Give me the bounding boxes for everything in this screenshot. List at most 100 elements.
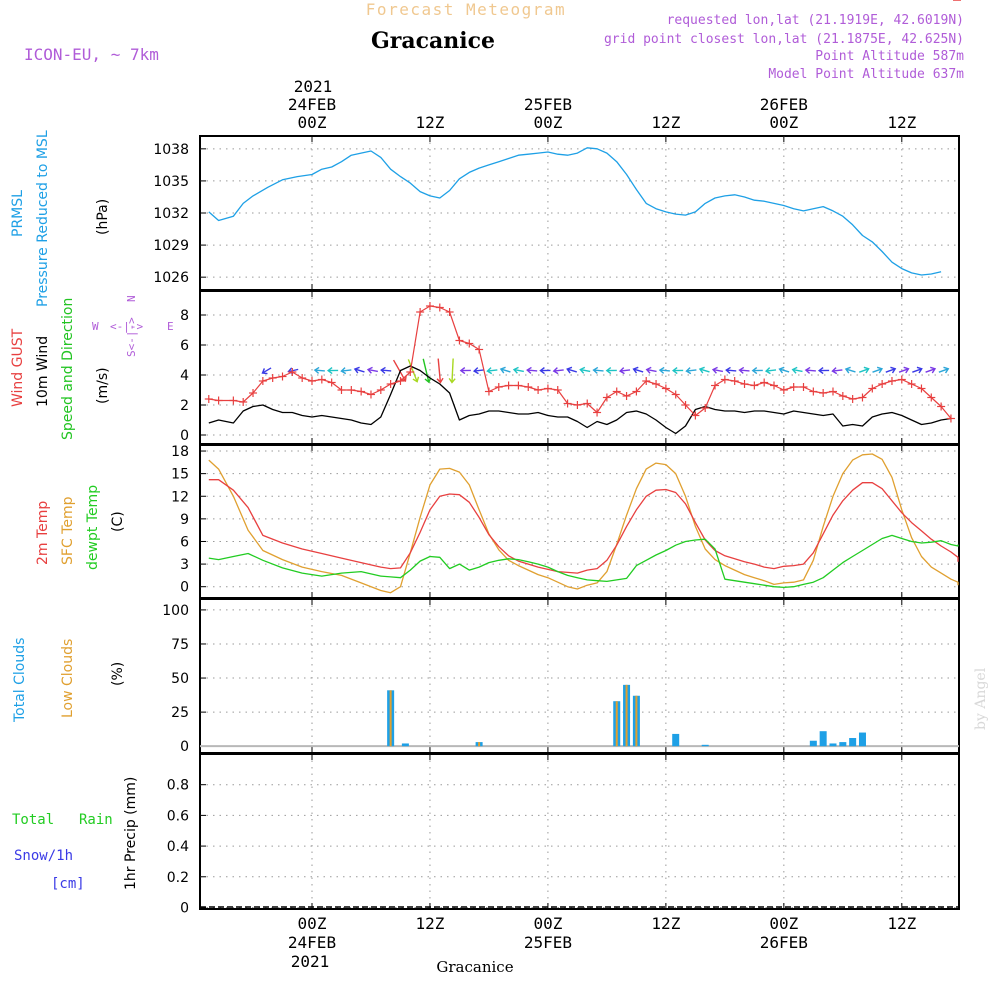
wind-arrow-shaft	[739, 369, 750, 372]
bottom-hour-label: 00Z	[533, 914, 562, 933]
chart-gridlines	[200, 136, 959, 909]
wind-arrow	[592, 366, 604, 374]
wind-arrow-shaft	[367, 368, 378, 373]
wind-gust-label: Wind GUST	[10, 328, 26, 407]
wind-arrow-shaft	[275, 370, 285, 371]
compass-ns: S<-|->	[125, 317, 138, 357]
wind-arrow-shaft	[288, 368, 299, 373]
low-cloud-bar	[625, 684, 628, 747]
wind-arrow-head	[658, 366, 665, 374]
wind-arrow	[885, 366, 897, 374]
wind-arrow-head	[876, 366, 884, 374]
wind-arrow-shaft	[912, 368, 922, 373]
compass-north: N	[125, 295, 138, 302]
location-title: Gracanice	[371, 28, 495, 54]
y-tick-label: 0.4	[167, 839, 189, 855]
wind-arrow	[353, 366, 365, 374]
wind-arrow-head	[275, 368, 280, 374]
y-tick-label: 0.2	[167, 870, 189, 886]
wind-arrow-head	[366, 366, 373, 374]
wind-arrow	[645, 366, 657, 374]
wind-arrow	[778, 366, 790, 374]
y-tick-label: 9	[180, 512, 189, 528]
wind-arrow	[499, 366, 511, 374]
wind-arrow-shaft	[513, 368, 524, 373]
bottom-hour-label: 12Z	[651, 914, 680, 933]
chart-title: Forecast Meteogram	[366, 0, 566, 19]
wind-arrow-head	[552, 367, 559, 375]
prmsl-label: PRMSL	[10, 190, 26, 237]
wind-arrow	[235, 366, 246, 375]
y-tick-label: 8	[180, 308, 189, 324]
wind-arrow-shaft	[354, 368, 365, 373]
bottom-year-label: 2021	[291, 952, 330, 971]
wind-arrow	[618, 367, 631, 375]
y-tick-label: 0.6	[167, 808, 189, 824]
wind-arrow-head	[486, 367, 493, 375]
y-tick-label: 25	[171, 705, 189, 721]
wind-arrow	[539, 366, 551, 375]
bottom-hour-label: 00Z	[298, 914, 327, 933]
compass-west: W	[92, 320, 99, 333]
series-line	[208, 365, 952, 435]
top-hour-label: 00Z	[533, 113, 562, 132]
wind-arrow-shaft	[407, 359, 418, 382]
wind-arrow-head	[353, 366, 360, 374]
wind-arrow	[407, 359, 420, 383]
y-tick-label: 15	[171, 467, 189, 483]
y-tick-label: 100	[162, 603, 189, 619]
wind-10m-label: 10m Wind	[35, 336, 51, 407]
y-tick-label: 6	[180, 534, 189, 550]
wind-arrow	[422, 358, 432, 384]
y-tick-label: 12	[171, 489, 189, 505]
total-cloud-bar	[839, 742, 847, 747]
wind-labels: Wind GUST 10m Wind Speed and Direction (…	[10, 295, 174, 440]
cloud-unit: (%)	[110, 662, 126, 686]
wind-arrow	[275, 367, 286, 374]
wind-arrow-shaft	[222, 369, 232, 371]
wind-arrow-shaft	[314, 369, 325, 372]
wind-arrow-head	[804, 366, 811, 374]
wind-arrow-shaft	[792, 368, 803, 373]
wind-arrow-head	[817, 366, 824, 375]
precip-axis-label: 1hr Precip (mm)	[123, 777, 139, 890]
y-tick-label: 1026	[153, 270, 189, 286]
precip-labels: Total Rain Snow/1h [cm] 1hr Precip (mm)	[12, 777, 139, 892]
wind-arrow-head	[632, 366, 639, 374]
footer-location: Gracanice	[436, 958, 513, 976]
wind-arrow	[366, 366, 378, 374]
wind-arrow-shaft	[938, 368, 949, 373]
wind-arrow	[738, 366, 750, 374]
wind-arrow	[872, 366, 884, 374]
wind-arrow-shaft	[779, 368, 790, 373]
temp-labels: 2m Temp SFC Temp dewpt Temp (C)	[35, 485, 126, 570]
wind-arrow	[925, 366, 937, 374]
total-clouds-label: Total Clouds	[12, 638, 28, 723]
wind-arrow-shaft	[392, 359, 407, 382]
y-tick-label: 0	[180, 580, 189, 596]
y-tick-label: 75	[171, 637, 189, 653]
bottom-date-label: 26FEB	[760, 933, 808, 952]
wind-arrow	[831, 367, 843, 375]
grid-point-coords: grid point closest lon,lat (21.1875E, 42…	[604, 32, 964, 47]
top-date-label: 25FEB	[524, 95, 572, 114]
temp-unit: (C)	[110, 511, 126, 532]
wind-unit: (m/s)	[95, 367, 111, 404]
total-cloud-bar	[858, 732, 866, 747]
wind-arrow	[313, 366, 325, 374]
snow-label: Snow/1h	[14, 848, 73, 864]
top-hour-label: 12Z	[887, 113, 916, 132]
wind-arrow-head	[326, 366, 333, 375]
wind-arrow	[859, 366, 870, 374]
y-tick-label: 0	[180, 428, 189, 444]
wind-arrow-shaft	[209, 370, 219, 371]
wind-arrow	[459, 366, 471, 375]
watermark: by Angel	[973, 667, 989, 730]
wind-series	[204, 0, 961, 435]
compass-rose: W <-|-> E S<-|-> N	[92, 295, 174, 357]
wind-arrow-shaft	[699, 368, 710, 373]
wind-arrow-head	[208, 368, 213, 374]
wind-arrow	[698, 366, 710, 374]
wind-arrow	[221, 366, 232, 374]
y-tick-label: 4	[180, 368, 189, 384]
